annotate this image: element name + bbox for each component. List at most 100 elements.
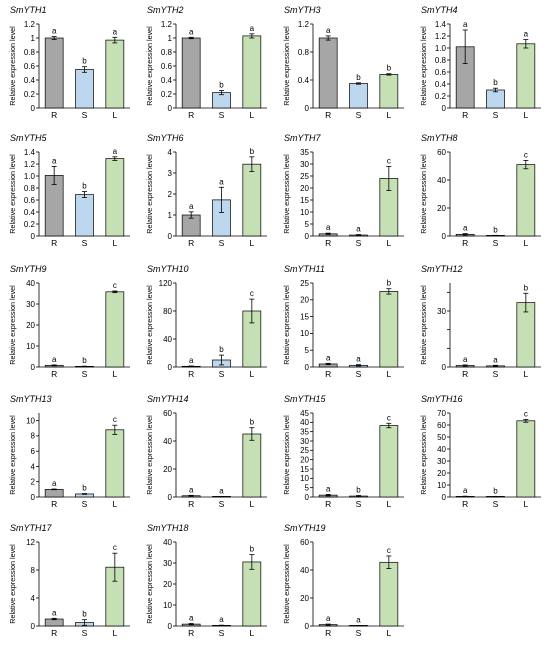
x-tick-label: S (219, 110, 225, 120)
y-tick-label: 20 (437, 469, 446, 478)
x-tick-label: L (523, 238, 528, 248)
y-tick-label: 20 (163, 580, 172, 589)
y-tick-label: 0.2 (435, 92, 447, 101)
x-tick-label: S (356, 499, 362, 509)
y-tick-label: 40 (26, 279, 35, 288)
y-tick-label: 1.4 (435, 20, 447, 29)
bar-S (75, 194, 94, 237)
significance-letter: a (113, 27, 118, 36)
significance-letter: a (52, 355, 57, 364)
y-tick-label: 1 (31, 34, 36, 43)
significance-letter: b (219, 81, 224, 90)
y-tick-label: 70 (437, 409, 446, 418)
y-tick-label: 1 (168, 211, 173, 220)
y-tick-label: 10 (300, 329, 309, 338)
y-tick-label: 45 (300, 409, 309, 418)
y-axis-label: Relative expression level (8, 26, 17, 106)
y-axis-label: Relative expression level (145, 26, 154, 106)
significance-letter: b (82, 484, 87, 493)
x-tick-label: S (219, 499, 225, 509)
bar-L (379, 425, 399, 498)
chart-title: SmYTH3 (284, 5, 321, 15)
significance-letter: a (52, 608, 57, 617)
y-tick-label: 30 (437, 307, 446, 316)
y-tick-label: 120 (159, 279, 173, 288)
y-tick-label: 1.2 (298, 20, 310, 29)
x-tick-label: R (325, 110, 331, 120)
chart-panel-3: SmYTH3 Relative expression level 0 0.4 0.8 1.… (282, 5, 404, 120)
x-tick-label: R (325, 238, 331, 248)
chart-panel-11: SmYTH11 Relative expression level 0 5 10 15 20… (282, 264, 404, 379)
bar-L (516, 164, 536, 237)
y-tick-label: 4 (31, 462, 36, 471)
significance-letter: a (463, 20, 468, 29)
chart-panel-13: SmYTH13 Relative expression level 0 2 4 6 8 10 a… (8, 394, 130, 509)
x-tick-label: L (249, 499, 254, 509)
y-tick-label: 0 (168, 493, 173, 502)
chart-panel-5: SmYTH5 Relative expression level 0 0.2 0.4 0.… (8, 133, 130, 248)
y-axis-label: Relative expression level (145, 285, 154, 365)
x-tick-label: R (51, 110, 57, 120)
y-axis-label: Relative expression level (419, 415, 428, 495)
significance-letter: b (387, 279, 392, 288)
y-tick-label: 0 (168, 363, 173, 372)
bar-R (44, 489, 64, 498)
x-tick-label: L (386, 238, 391, 248)
y-axis-label: Relative expression level (8, 154, 17, 234)
x-tick-label: L (386, 369, 391, 379)
y-tick-label: 15 (300, 312, 309, 321)
y-tick-label: 0.2 (24, 220, 36, 229)
chart-title: SmYTH6 (147, 133, 184, 143)
x-tick-label: R (188, 238, 194, 248)
y-tick-label: 60 (163, 409, 172, 418)
y-tick-label: 0.8 (298, 48, 310, 57)
y-tick-label: 20 (300, 296, 309, 305)
y-tick-label: 0 (168, 104, 173, 113)
y-tick-label: 8 (31, 432, 36, 441)
x-tick-label: S (82, 238, 88, 248)
y-tick-label: 0 (305, 104, 310, 113)
significance-letter: a (326, 26, 331, 35)
x-tick-label: S (493, 499, 499, 509)
y-tick-label: 0.6 (161, 62, 173, 71)
x-tick-label: L (386, 628, 391, 638)
chart-title: SmYTH8 (421, 133, 458, 143)
y-tick-label: 40 (437, 176, 446, 185)
chart-title: SmYTH5 (10, 133, 48, 143)
x-tick-label: L (523, 369, 528, 379)
significance-letter: a (52, 156, 57, 165)
x-tick-label: S (356, 369, 362, 379)
bar-L (242, 35, 262, 109)
x-tick-label: S (219, 238, 225, 248)
y-tick-label: 50 (437, 433, 446, 442)
y-tick-label: 0.4 (435, 80, 447, 89)
significance-letter: a (326, 484, 331, 493)
significance-letter: c (524, 409, 528, 418)
significance-letter: c (524, 150, 528, 159)
y-tick-label: 0 (305, 493, 310, 502)
y-axis-label: Relative expression level (419, 285, 428, 365)
significance-letter: b (250, 418, 255, 427)
chart-title: SmYTH19 (284, 523, 326, 533)
chart-panel-8: SmYTH8 Relative expression level 0 20 40 60 aR… (419, 133, 541, 248)
y-axis-label: Relative expression level (282, 415, 291, 495)
x-tick-label: S (82, 110, 88, 120)
y-tick-label: 1.2 (24, 160, 36, 169)
y-tick-label: 0 (305, 363, 310, 372)
y-tick-label: 10 (26, 416, 35, 425)
x-tick-label: S (493, 238, 499, 248)
y-tick-label: 1.0 (435, 44, 447, 53)
significance-letter: a (189, 27, 194, 36)
bar-L (242, 433, 262, 498)
y-tick-label: 3 (168, 169, 173, 178)
y-tick-label: 40 (300, 566, 309, 575)
significance-letter: a (113, 147, 118, 156)
y-tick-label: 30 (437, 457, 446, 466)
chart-title: SmYTH1 (10, 5, 47, 15)
x-tick-label: S (356, 628, 362, 638)
y-tick-label: 5 (305, 346, 310, 355)
y-tick-label: 20 (163, 465, 172, 474)
significance-letter: b (387, 64, 392, 73)
y-tick-label: 40 (163, 437, 172, 446)
y-tick-label: 30 (300, 160, 309, 169)
